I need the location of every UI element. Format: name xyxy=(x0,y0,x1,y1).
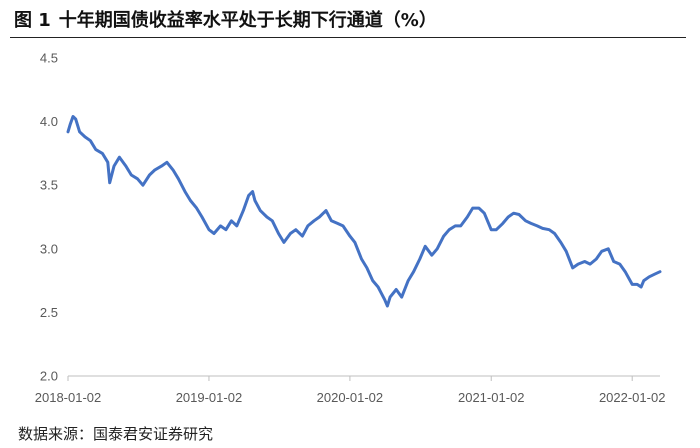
y-tick-label: 2.0 xyxy=(40,369,58,384)
line-chart: 2.02.53.03.54.04.5 2018-01-02 2019-01-02 2… xyxy=(35,51,666,406)
y-tick-label: 4.0 xyxy=(40,114,58,129)
x-tick-label: 2020-01-02 xyxy=(317,390,384,405)
y-tick-label: 2.5 xyxy=(40,305,58,320)
chart-title: 图 1 十年期国债收益率水平处于长期下行通道（%） xyxy=(14,6,437,32)
y-tick-label: 3.0 xyxy=(40,241,58,256)
x-tick-label: 2022-01-02 xyxy=(599,390,666,405)
x-tick-label: 2019-01-02 xyxy=(176,390,243,405)
title-divider xyxy=(10,37,686,38)
y-axis: 2.0 2.5 3.0 3.5 4.0 4.5 xyxy=(40,51,58,384)
series-layer xyxy=(66,115,662,308)
data-source: 数据来源：国泰君安证券研究 xyxy=(18,425,214,443)
x-tick-label: 2018-01-02 xyxy=(35,390,102,405)
x-axis: 2018-01-02 2019-01-02 2020-01-02 2021-01-02… xyxy=(35,375,666,405)
x-tick-label: 2021-01-02 xyxy=(458,390,525,405)
figure-title-text: 十年期国债收益率水平处于长期下行通道（%） xyxy=(58,10,437,31)
series-line xyxy=(66,115,662,308)
figure-label: 图 1 xyxy=(14,10,51,31)
y-tick-label: 3.5 xyxy=(40,178,58,193)
y-tick-label: 4.5 xyxy=(40,51,58,66)
